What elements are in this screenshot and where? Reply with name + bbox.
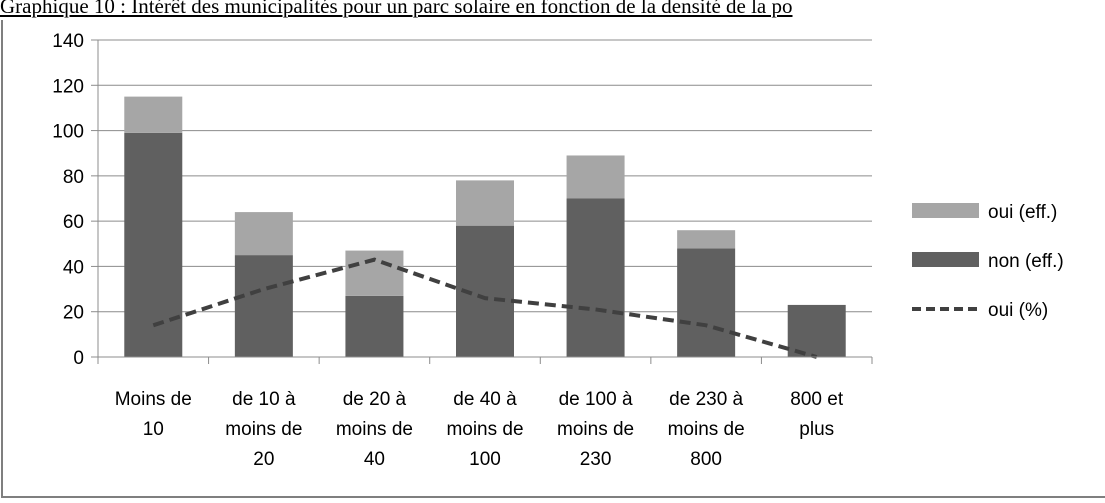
legend-swatch [912,203,979,218]
bar-oui--eff-- [234,212,293,256]
legend-swatch [912,252,979,267]
line-series [152,257,818,359]
chart-caption: Graphique 10 : Intérêt des municipalités… [0,0,793,18]
x-axis: Moins de 10 de 10 à moins de 20 de 20 à moins … [97,356,873,470]
chart-frame [1,20,1105,498]
x-tick-label: de 20 à moins de 40 [336,389,413,470]
x-tick-label: de 230 à moins de 800 [668,389,745,470]
y-tick-label: 120 [52,76,84,97]
bar-oui--eff-- [124,96,183,133]
y-tick-label: 0 [73,348,84,369]
x-tick-label: de 10 à moins de 20 [225,389,302,470]
y-axis: 0 20 40 60 80 100 120 140 [52,31,99,369]
legend-label: oui (eff.) [988,202,1057,223]
y-tick-label: 140 [52,31,84,52]
bar-oui--eff-- [677,230,736,249]
x-tick-label: de 40 à moins de 100 [446,389,523,470]
x-tick-label: Moins de 10 [115,389,192,440]
bars [124,96,846,357]
legend-label: non (eff.) [988,251,1064,272]
legend: oui (eff.) non (eff.) oui (%) [912,202,1064,321]
gridlines [98,39,872,313]
y-tick-label: 20 [63,303,84,324]
legend-label: oui (%) [988,300,1048,321]
bar-non--eff-- [787,304,846,357]
bar-non--eff-- [566,198,625,357]
percent-line [152,257,818,359]
x-tick-label: de 100 à moins de 230 [557,389,634,470]
y-tick-label: 80 [63,167,84,188]
bar-non--eff-- [345,295,404,357]
bar-oui--eff-- [456,180,514,226]
y-tick-label: 40 [63,257,84,278]
bar-non--eff-- [234,255,293,357]
bar-oui--eff-- [345,250,404,296]
y-tick-label: 100 [52,122,84,143]
y-tick-label: 60 [63,212,84,233]
bar-oui--eff-- [566,155,625,199]
x-tick-label: 800 et plus [790,389,844,440]
bar-non--eff-- [677,248,736,357]
